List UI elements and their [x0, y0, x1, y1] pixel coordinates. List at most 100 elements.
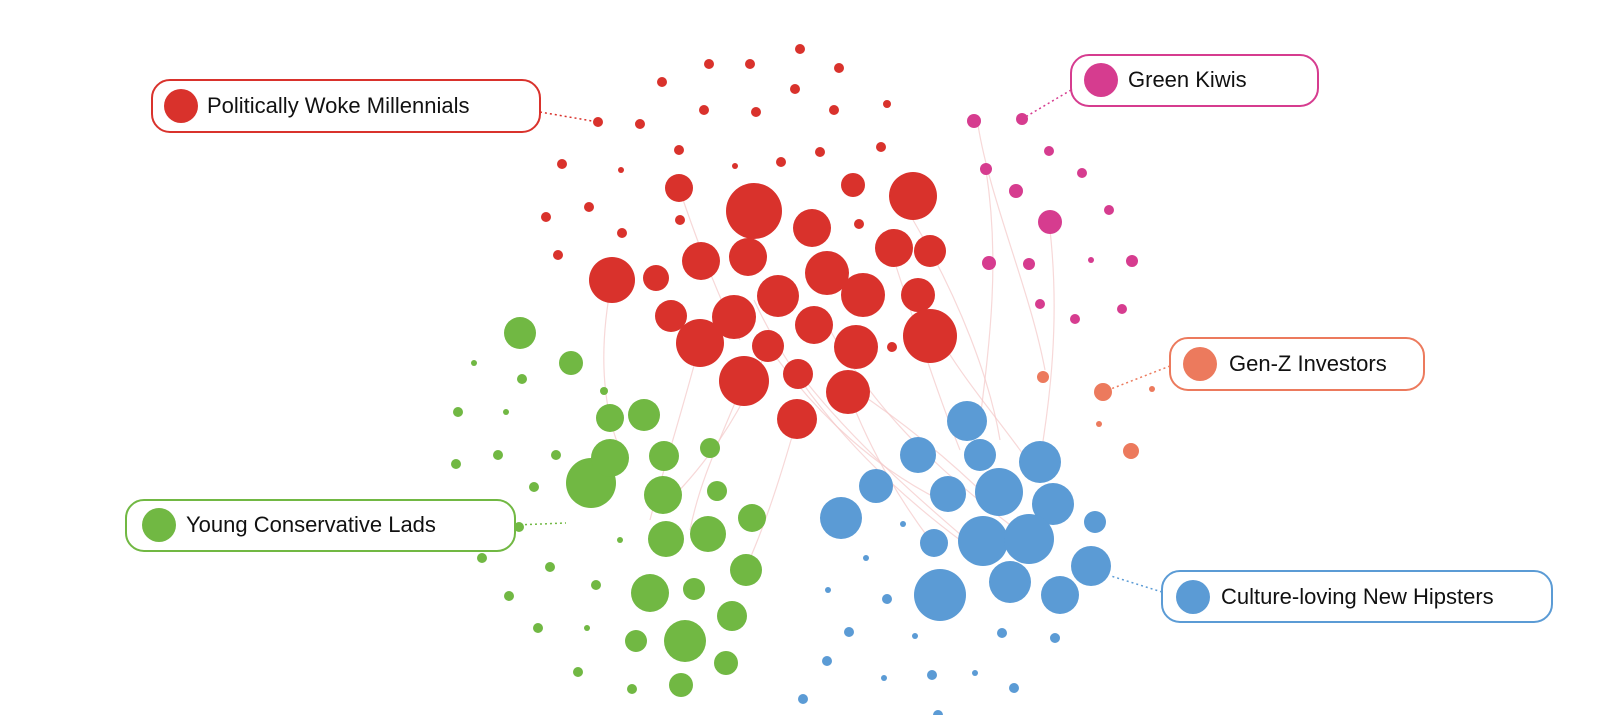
node-woke[interactable] — [795, 306, 833, 344]
network-nodes — [451, 44, 1155, 715]
node-hipster[interactable] — [958, 516, 1008, 566]
node-hipster[interactable] — [1019, 441, 1061, 483]
node-woke[interactable] — [752, 330, 784, 362]
node-lads[interactable] — [714, 651, 738, 675]
node-woke — [593, 117, 603, 127]
node-woke[interactable] — [655, 300, 687, 332]
node-lads[interactable] — [591, 439, 629, 477]
cluster-label-text: Green Kiwis — [1128, 67, 1247, 92]
node-lads[interactable] — [669, 673, 693, 697]
node-woke[interactable] — [726, 183, 782, 239]
node-woke — [790, 84, 800, 94]
node-lads[interactable] — [649, 441, 679, 471]
node-lads — [477, 553, 487, 563]
node-hipster — [1050, 633, 1060, 643]
node-hipster[interactable] — [820, 497, 862, 539]
node-hipster[interactable] — [900, 437, 936, 473]
node-lads[interactable] — [625, 630, 647, 652]
node-kiwis — [1104, 205, 1114, 215]
node-woke[interactable] — [783, 359, 813, 389]
node-hipster[interactable] — [1071, 546, 1111, 586]
node-lads[interactable] — [707, 481, 727, 501]
node-hipster[interactable] — [947, 401, 987, 441]
node-lads — [517, 374, 527, 384]
node-woke[interactable] — [757, 275, 799, 317]
node-lads[interactable] — [631, 574, 669, 612]
node-woke[interactable] — [903, 309, 957, 363]
node-woke — [541, 212, 551, 222]
node-hipster[interactable] — [975, 468, 1023, 516]
node-hipster[interactable] — [920, 529, 948, 557]
node-hipster[interactable] — [930, 476, 966, 512]
node-hipster[interactable] — [989, 561, 1031, 603]
node-lads[interactable] — [628, 399, 660, 431]
node-hipster — [900, 521, 906, 527]
node-hipster[interactable] — [1004, 514, 1054, 564]
node-woke[interactable] — [589, 257, 635, 303]
node-woke[interactable] — [834, 325, 878, 369]
node-kiwis — [980, 163, 992, 175]
node-kiwis[interactable] — [1038, 210, 1062, 234]
node-woke[interactable] — [901, 278, 935, 312]
node-woke — [887, 342, 897, 352]
cluster-label-text: Gen-Z Investors — [1229, 351, 1387, 376]
node-woke[interactable] — [682, 242, 720, 280]
node-genz — [1037, 371, 1049, 383]
node-lads — [529, 482, 539, 492]
node-lads[interactable] — [559, 351, 583, 375]
node-woke[interactable] — [841, 273, 885, 317]
cluster-label-genz[interactable]: Gen-Z Investors — [1169, 337, 1425, 391]
label-box — [125, 499, 516, 552]
node-lads[interactable] — [690, 516, 726, 552]
node-woke[interactable] — [719, 356, 769, 406]
node-woke[interactable] — [841, 173, 865, 197]
node-lads — [584, 625, 590, 631]
label-connector-lads — [514, 522, 567, 526]
node-woke[interactable] — [665, 174, 693, 202]
node-hipster[interactable] — [859, 469, 893, 503]
node-woke[interactable] — [676, 319, 724, 367]
node-woke[interactable] — [805, 251, 849, 295]
node-woke[interactable] — [875, 229, 913, 267]
node-lads[interactable] — [730, 554, 762, 586]
label-box — [151, 79, 541, 133]
node-lads[interactable] — [738, 504, 766, 532]
node-hipster[interactable] — [1084, 511, 1106, 533]
node-genz — [1149, 386, 1155, 392]
node-woke[interactable] — [889, 172, 937, 220]
node-woke — [618, 167, 624, 173]
node-hipster[interactable] — [1032, 483, 1074, 525]
node-woke[interactable] — [793, 209, 831, 247]
cluster-label-hipster[interactable]: Culture-loving New Hipsters — [1161, 570, 1553, 623]
node-kiwis — [1088, 257, 1094, 263]
node-kiwis — [1126, 255, 1138, 267]
node-woke[interactable] — [777, 399, 817, 439]
node-hipster[interactable] — [914, 569, 966, 621]
node-lads[interactable] — [700, 438, 720, 458]
node-lads[interactable] — [664, 620, 706, 662]
node-lads[interactable] — [648, 521, 684, 557]
node-lads[interactable] — [717, 601, 747, 631]
cluster-label-lads[interactable]: Young Conservative Lads — [125, 499, 516, 552]
node-genz[interactable] — [1094, 383, 1112, 401]
node-woke[interactable] — [729, 238, 767, 276]
node-hipster[interactable] — [964, 439, 996, 471]
cluster-label-kiwis[interactable]: Green Kiwis — [1070, 54, 1319, 107]
node-lads — [627, 684, 637, 694]
node-hipster — [822, 656, 832, 666]
node-woke — [751, 107, 761, 117]
node-lads[interactable] — [644, 476, 682, 514]
node-lads[interactable] — [683, 578, 705, 600]
node-lads[interactable] — [504, 317, 536, 349]
node-hipster — [798, 694, 808, 704]
node-woke[interactable] — [712, 295, 756, 339]
node-hipster — [882, 594, 892, 604]
node-woke — [745, 59, 755, 69]
node-lads[interactable] — [596, 404, 624, 432]
node-woke[interactable] — [643, 265, 669, 291]
node-hipster[interactable] — [1041, 576, 1079, 614]
node-woke[interactable] — [826, 370, 870, 414]
cluster-label-woke[interactable]: Politically Woke Millennials — [151, 79, 541, 133]
node-woke[interactable] — [914, 235, 946, 267]
legend-dot — [1084, 63, 1118, 97]
